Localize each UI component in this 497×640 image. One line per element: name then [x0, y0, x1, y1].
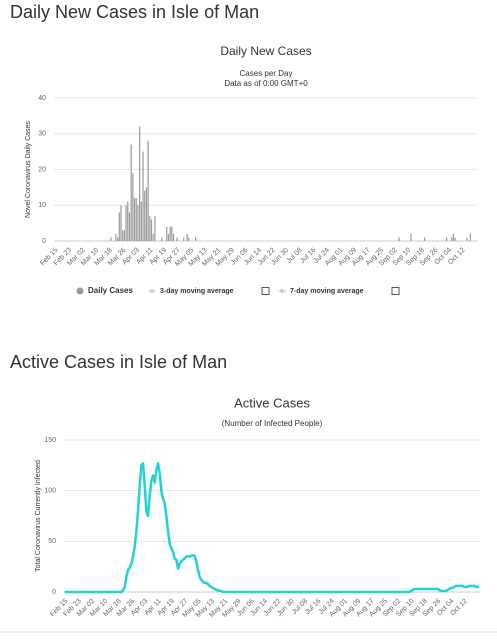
bar: [169, 226, 171, 241]
bar: [118, 212, 120, 241]
bar: [452, 233, 455, 241]
bar: [410, 233, 412, 241]
bar: [186, 233, 188, 241]
bar: [122, 230, 124, 241]
bar: [152, 233, 154, 241]
bar: [167, 233, 170, 241]
line: [64, 462, 480, 594]
heading: Active Cases in Isle of Man: [10, 352, 227, 372]
bar: [154, 215, 156, 241]
legend-checkbox[interactable]: [391, 287, 400, 295]
bar: [123, 230, 125, 241]
y-tick-label: 0: [52, 589, 56, 596]
bar: [469, 233, 471, 241]
legend-label: 3-day moving average: [160, 288, 234, 295]
bar: [117, 237, 119, 241]
bar: [110, 237, 112, 241]
chart-subtitle: (Number of Infected People): [222, 419, 323, 428]
bar: [128, 212, 131, 241]
bar: [140, 201, 142, 241]
bar: [135, 198, 137, 241]
bar: [398, 237, 400, 241]
legend-label: Daily Cases: [88, 286, 133, 295]
y-axis-label: Novel Coronavirus Daily Cases: [25, 121, 32, 218]
bar: [454, 237, 456, 241]
chart-title: Active Cases: [234, 395, 310, 410]
bar: [161, 237, 163, 241]
bar: [171, 226, 173, 241]
bar: [144, 190, 146, 241]
y-tick-label: 30: [38, 131, 46, 138]
bar: [133, 198, 136, 241]
bar: [130, 144, 132, 241]
bar: [145, 187, 148, 241]
bar: [149, 215, 151, 241]
bar: [423, 237, 426, 241]
heading: Daily New Cases in Isle of Man: [10, 2, 259, 22]
bar: [150, 219, 153, 241]
bar: [127, 201, 129, 241]
bar: [172, 233, 175, 241]
bar: [132, 173, 134, 241]
y-tick-label: 150: [44, 437, 56, 444]
bar: [120, 205, 122, 241]
bar: [446, 237, 448, 241]
chart-title: Daily New Cases: [220, 44, 311, 58]
bar: [188, 237, 190, 241]
y-tick-label: 40: [38, 95, 46, 102]
bar: [142, 151, 144, 241]
y-tick-label: 10: [38, 202, 46, 209]
bar: [176, 237, 178, 241]
y-axis-label: Total Coronavirus Currently Infected: [35, 460, 42, 572]
y-tick-label: 20: [38, 166, 46, 173]
bar: [137, 205, 139, 241]
bar: [183, 237, 185, 241]
bar: [139, 126, 141, 241]
y-tick-label: 100: [44, 488, 56, 495]
legend-marker: [150, 289, 154, 293]
bar: [195, 237, 197, 241]
chart-subtitle: Cases per Day: [240, 69, 293, 78]
legend-marker: [280, 289, 284, 293]
bar: [451, 237, 453, 241]
bar: [166, 226, 168, 241]
chart-note: Data as of 0:00 GMT+0: [224, 79, 308, 88]
y-tick-label: 0: [42, 238, 46, 245]
bar: [115, 233, 117, 241]
bar: [125, 205, 127, 241]
bar: [466, 237, 468, 241]
legend-label: 7-day moving average: [290, 288, 364, 295]
bar: [147, 140, 149, 241]
y-tick-label: 50: [48, 538, 56, 545]
legend-marker: [76, 287, 84, 295]
legend-checkbox[interactable]: [261, 287, 270, 295]
